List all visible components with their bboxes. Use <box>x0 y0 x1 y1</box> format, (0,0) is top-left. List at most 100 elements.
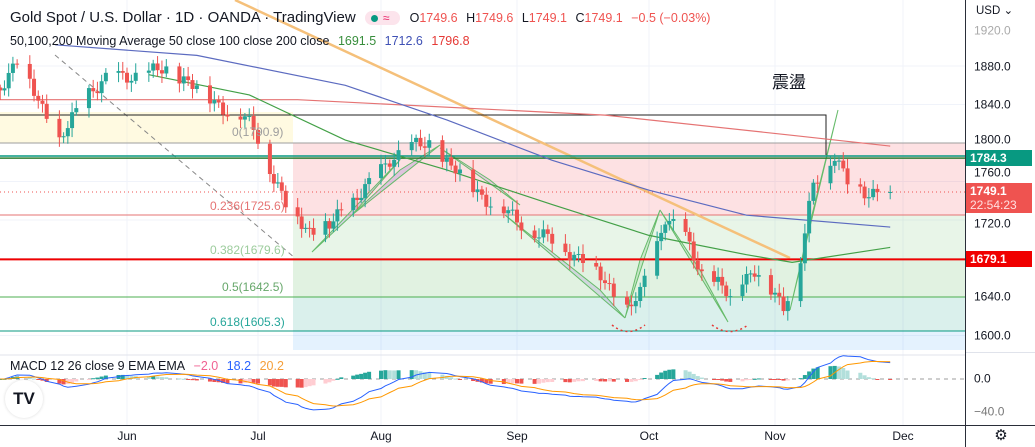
chevron-down-icon: ⌄ <box>1003 5 1014 17</box>
macd-histogram-bar <box>225 379 230 384</box>
candle <box>351 197 356 210</box>
macd-histogram-bar <box>532 379 537 384</box>
macd-histogram-bar <box>576 379 581 382</box>
macd-histogram-bar <box>471 379 476 382</box>
candle <box>773 292 777 295</box>
macd-histogram-bar <box>449 377 454 379</box>
macd-histogram-bar <box>74 379 79 382</box>
macd-histogram-bar <box>61 379 66 385</box>
macd-histogram-bar <box>396 370 401 379</box>
symbol-legend[interactable]: Gold Spot / U.S. Dollar · 1D · OANDA · T… <box>10 9 720 26</box>
candle <box>396 150 401 160</box>
tradingview-logo[interactable]: TV <box>5 380 43 418</box>
macd-histogram-bar <box>828 366 833 379</box>
fibonacci-retracement[interactable] <box>0 112 965 350</box>
box-drawing[interactable] <box>0 114 827 155</box>
candle <box>414 137 419 142</box>
price-axis[interactable]: USD ⌄ 1920.0 1880.0 1840.0 1800.0 1760.0… <box>965 0 1035 425</box>
macd-histogram-bar <box>550 379 555 383</box>
axis-separator <box>966 352 1035 353</box>
ma200-line <box>0 99 891 147</box>
candle <box>691 241 696 261</box>
macd-histogram-bar <box>699 377 704 379</box>
candle <box>659 232 664 242</box>
candle <box>871 188 876 198</box>
candle <box>267 143 272 175</box>
ma-legend-label[interactable]: 50,100,200 Moving Average 50 close 100 c… <box>10 34 330 48</box>
candle <box>781 296 786 312</box>
macd-line <box>0 355 891 411</box>
macd-histogram-bar <box>99 376 104 379</box>
support-price-tag: 1679.1 <box>966 251 1032 267</box>
price-tick: 1880.0 <box>974 59 1011 74</box>
candle <box>785 301 790 312</box>
macd-histogram-bar <box>186 379 191 380</box>
high-label: H <box>466 11 476 25</box>
candle <box>392 159 397 167</box>
time-axis[interactable]: Jun Jul Aug Sep Oct Nov Dec <box>0 425 965 447</box>
macd-histogram-bar <box>866 377 871 379</box>
candle <box>695 260 700 270</box>
macd-histogram-bar <box>335 378 340 380</box>
macd-legend[interactable]: MACD 12 26 close 9 EMA EMA −2.0 18.2 20.… <box>10 359 289 374</box>
candle <box>479 189 484 195</box>
candle <box>15 63 20 65</box>
macd-legend-label[interactable]: MACD 12 26 close 9 EMA EMA <box>10 359 186 373</box>
macd-histogram-bar <box>271 379 276 387</box>
macd-histogram-bar <box>545 379 550 383</box>
candle <box>279 182 284 191</box>
macd-histogram-bar <box>367 371 372 379</box>
candle <box>275 182 280 184</box>
month-label: Jul <box>250 429 266 443</box>
trendline-orange[interactable] <box>234 0 791 260</box>
macd-hist-value: −2.0 <box>193 359 219 373</box>
macd-histogram-bar <box>418 371 423 379</box>
candle <box>663 224 668 233</box>
month-label: Sep <box>506 429 528 443</box>
candle <box>303 227 308 229</box>
macd-histogram-bar <box>629 379 634 382</box>
macd-histogram-bar <box>506 379 511 384</box>
market-status-badge[interactable]: ≈ <box>364 11 401 25</box>
candle <box>449 157 454 166</box>
candle <box>146 70 151 73</box>
macd-histogram-bar <box>728 379 733 382</box>
macd-histogram-bar <box>44 379 49 382</box>
candle <box>99 81 104 94</box>
candle <box>120 71 125 73</box>
moving-averages <box>0 44 891 264</box>
candle <box>379 164 383 179</box>
macd-histogram-bar <box>655 374 660 379</box>
candle <box>576 254 581 256</box>
macd-histogram-bar <box>807 371 812 379</box>
macd-histogram-bar <box>299 379 304 388</box>
macd-histogram-bar <box>283 379 288 388</box>
macd-histogram-bar <box>683 370 688 379</box>
candle <box>728 296 733 298</box>
candle <box>164 66 169 74</box>
macd-histogram-bar <box>659 372 664 379</box>
annotation-text[interactable]: 震盪 <box>772 73 806 92</box>
candle <box>242 116 247 120</box>
currency-dropdown[interactable]: USD ⌄ <box>976 5 1013 18</box>
macd-histogram-bar <box>695 376 700 379</box>
candle <box>802 233 807 264</box>
bar-countdown: 22:54:23 <box>970 198 1017 212</box>
candle <box>837 160 841 162</box>
resistance-price-tag: 1784.3 <box>966 150 1032 166</box>
macd-histogram-bar <box>611 379 616 382</box>
candle <box>550 233 555 244</box>
candle <box>866 197 871 199</box>
candle <box>598 266 603 281</box>
ma-legend[interactable]: 50,100,200 Moving Average 50 close 100 c… <box>10 34 475 48</box>
symbol-title[interactable]: Gold Spot / U.S. Dollar · 1D · OANDA · T… <box>10 9 356 26</box>
candle <box>453 165 458 174</box>
price-tick: 1920.0 <box>974 23 1011 38</box>
macd-histogram-bar <box>303 379 308 388</box>
price-chart[interactable] <box>0 0 965 425</box>
macd-histogram-bar <box>777 379 782 380</box>
candle <box>159 70 164 74</box>
macd-histogram-bar <box>359 373 364 379</box>
settings-gear-icon[interactable]: ⚙ <box>965 425 1035 447</box>
candle <box>116 71 121 73</box>
